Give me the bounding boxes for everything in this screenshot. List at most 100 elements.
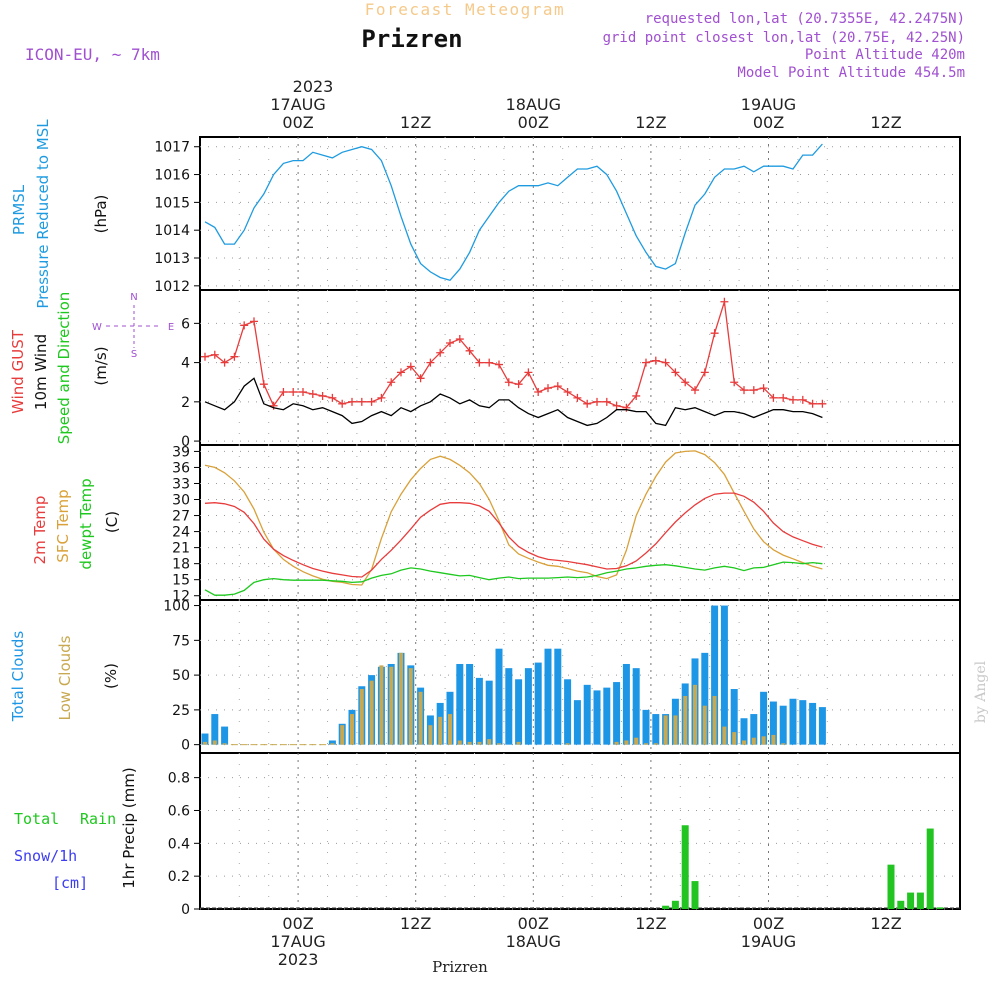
dewpt-label: dewpt Temp: [77, 478, 95, 569]
gust-marker: [357, 397, 366, 406]
total-cloud-bar: [632, 668, 640, 745]
total-cloud-bar: [642, 709, 650, 745]
cloud-unit: (%): [102, 663, 120, 689]
low-cloud-bar: [487, 739, 492, 745]
panel-frame-4: [199, 752, 961, 910]
gust-marker: [397, 368, 405, 377]
compass-south: S: [131, 349, 137, 360]
gust-marker: [759, 384, 768, 393]
gust-marker: [651, 356, 660, 365]
y-tick-label: 100: [163, 599, 190, 615]
gust-marker: [465, 346, 474, 355]
gust-marker: [318, 391, 327, 400]
gust-marker: [749, 386, 758, 395]
gust-marker: [710, 329, 719, 338]
bottom-hour-label: 12Z: [400, 914, 431, 933]
gust-marker: [377, 393, 386, 402]
y-tick-label: 50: [172, 668, 190, 684]
low-cloud-bar: [516, 741, 521, 745]
total-cloud-bar: [495, 648, 503, 745]
gust-marker: [798, 395, 807, 404]
total-cloud-bar: [534, 662, 542, 745]
pressure-panel-labels: PRMSL Pressure Reduced to MSL (hPa): [10, 119, 110, 309]
y-tick-label: 0.8: [168, 771, 190, 787]
prmsl-line: [204, 143, 823, 282]
gust-marker: [602, 397, 611, 406]
low-cloud-bar: [634, 737, 639, 745]
total-cloud-bar: [622, 663, 630, 745]
total-cloud-bar: [818, 707, 826, 745]
total-cloud-bar: [730, 689, 738, 745]
rain-bar: [936, 907, 944, 909]
total-cloud-bar: [505, 668, 513, 745]
low-cloud-bar: [673, 715, 678, 745]
gust-marker: [436, 348, 445, 357]
model-label: ICON-EU, ~ 7km: [25, 45, 160, 64]
grid-layer: [200, 137, 960, 910]
credit-watermark: by Angel: [973, 660, 989, 723]
gust-marker: [328, 393, 337, 402]
gust-marker: [348, 397, 356, 406]
gust-marker: [259, 380, 268, 389]
panel-frames: [199, 136, 961, 910]
total-cloud-bar: [760, 691, 768, 745]
top-date-label: 19AUG: [741, 95, 796, 114]
point-altitude: Point Altitude 420m: [805, 47, 965, 63]
low-cloud-bar: [457, 740, 462, 745]
rain-bar: [916, 892, 924, 909]
rain-bar: [897, 900, 905, 909]
total-cloud-bar: [593, 690, 601, 745]
y-tick-label: 36: [172, 460, 190, 476]
rain-label: Rain: [80, 810, 116, 828]
y-tick-label: 75: [172, 633, 190, 649]
low-cloud-bar: [428, 725, 433, 745]
compass-north: N: [130, 292, 137, 303]
y-tick-label: 27: [172, 509, 190, 525]
compass-rose: N S W E: [92, 292, 174, 360]
bottom-hour-label: 12Z: [870, 914, 901, 933]
precip-series: [200, 825, 960, 909]
total-cloud-bar: [779, 705, 787, 745]
precip-panel-labels: Total Rain Snow/1h [cm] 1hr Precip (mm): [14, 767, 138, 892]
bottom-hour-label: 12Z: [635, 914, 666, 933]
low-cloud-label: Low Clouds: [56, 635, 74, 720]
wind-direction-label: Speed and Direction: [55, 292, 73, 445]
y-tick-label: 0: [181, 434, 190, 450]
rain-bar: [907, 892, 915, 909]
rain-bar: [681, 825, 689, 909]
gust-marker: [740, 386, 748, 395]
low-cloud-bar: [712, 695, 717, 745]
pressure-label-short: PRMSL: [10, 184, 28, 235]
low-cloud-bar: [653, 743, 658, 745]
gridpoint-coords: grid point closest lon,lat (20.75E, 42.2…: [603, 30, 965, 46]
total-cloud-bar: [475, 677, 483, 745]
gust-marker: [504, 378, 513, 387]
gust-marker: [308, 389, 317, 398]
total-cloud-bar: [769, 701, 777, 745]
gust-marker: [593, 397, 601, 406]
snow-unit: [cm]: [52, 874, 88, 892]
top-hour-label: 00Z: [753, 113, 784, 132]
gust-marker: [642, 358, 650, 367]
sfc-temp-line: [204, 450, 823, 586]
low-cloud-bar: [212, 740, 217, 745]
top-date-label: 18AUG: [506, 95, 561, 114]
total-cloud-bar: [221, 726, 229, 745]
low-cloud-bar: [702, 705, 707, 745]
compass-east: E: [168, 322, 174, 333]
temperature-series: [204, 450, 823, 596]
gust-marker: [240, 321, 249, 330]
gust-marker: [544, 384, 552, 393]
low-cloud-bar: [693, 684, 697, 745]
gust-marker: [769, 393, 778, 402]
bottom-hour-label: 00Z: [518, 914, 549, 933]
gust-marker: [250, 317, 258, 326]
gust-marker: [691, 386, 699, 395]
pressure-label-long: Pressure Reduced to MSL: [34, 119, 52, 309]
y-tick-label: 1017: [154, 140, 190, 156]
low-cloud-bar: [467, 741, 472, 745]
bottom-date-label: 18AUG: [506, 932, 561, 951]
wind10m-label: 10m Wind: [32, 334, 50, 410]
y-tick-label: 0: [181, 902, 190, 918]
gust-marker: [210, 350, 219, 359]
